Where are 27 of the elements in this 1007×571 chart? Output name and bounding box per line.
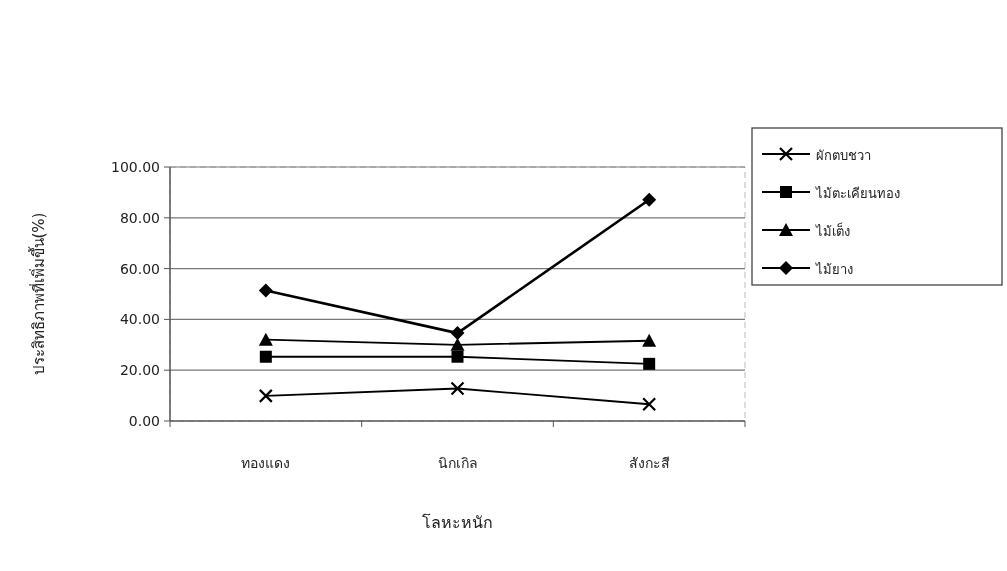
x-axis-title: โลหะหนัก xyxy=(422,513,493,532)
legend-label: ไม้ตะเคียนทอง xyxy=(815,186,900,201)
point xyxy=(450,337,465,351)
point xyxy=(642,397,657,412)
point xyxy=(258,283,273,298)
point xyxy=(259,350,272,363)
y-tick-label: 20.00 xyxy=(119,362,160,379)
point xyxy=(643,357,656,370)
point xyxy=(450,381,465,396)
y-tick-label: 0.00 xyxy=(128,413,160,429)
y-tick-label: 100.00 xyxy=(111,159,160,175)
point xyxy=(450,326,465,341)
y-tick-label: 60.00 xyxy=(119,260,160,277)
legend-label: ไม้เต็ง xyxy=(815,222,850,239)
x-tick-label: ทองแดง xyxy=(241,455,291,471)
legend-label: ผักตบชวา xyxy=(816,148,871,163)
point xyxy=(451,350,464,363)
legend-label: ไม้ยาง xyxy=(815,262,853,277)
x-tick-label: นิกเกิล xyxy=(437,455,478,471)
point xyxy=(258,332,273,346)
point xyxy=(642,192,657,207)
point xyxy=(258,388,273,403)
point xyxy=(642,333,657,347)
y-axis-title: ประสิทธิภาพที่เพิ่มขึ้น(%) xyxy=(28,212,48,376)
y-tick-label: 40.00 xyxy=(119,311,160,328)
y-tick-label: 80.00 xyxy=(119,209,160,226)
x-tick-label: สังกะสี xyxy=(628,455,670,471)
